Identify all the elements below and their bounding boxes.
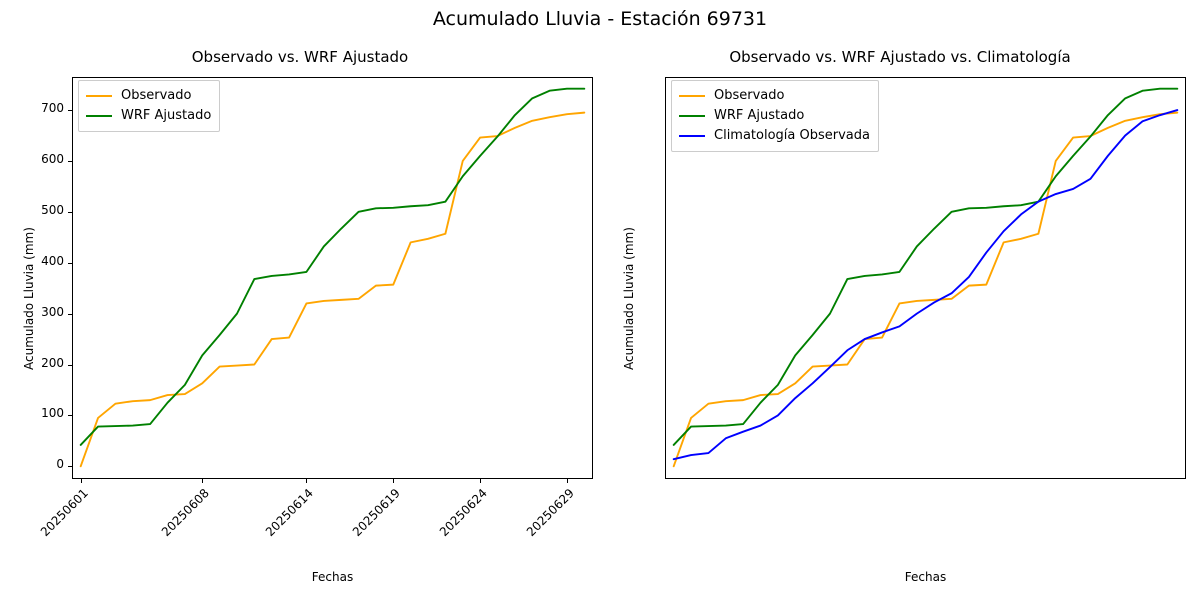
y-tick-mark [68, 161, 72, 162]
panel-left-legend[interactable]: Observado WRF Ajustado [78, 80, 221, 132]
x-tick-mark [306, 479, 307, 483]
panel-left-plot-area [72, 77, 593, 479]
y-tick-label: 300 [41, 304, 64, 319]
series-line-wrf-ajustado [79, 87, 586, 446]
x-tick-mark [567, 479, 568, 483]
y-tick-mark [68, 110, 72, 111]
panel-right-series-layer [672, 87, 1179, 468]
legend-item[interactable]: WRF Ajustado [679, 106, 870, 126]
legend-item[interactable]: WRF Ajustado [86, 106, 211, 126]
panel-left: Observado vs. WRF Ajustado Acumulado Llu… [22, 48, 593, 584]
panel-right-title: Observado vs. WRF Ajustado vs. Climatolo… [729, 48, 1071, 66]
series-line-wrf-ajustado [672, 87, 1179, 446]
y-tick-label: 0 [56, 457, 64, 472]
legend-line-swatch-icon [679, 95, 705, 97]
panel-right-legend[interactable]: Observado WRF Ajustado Climatología Observ… [671, 80, 879, 152]
legend-item[interactable]: Observado [86, 86, 211, 106]
legend-line-swatch-icon [679, 135, 705, 137]
legend-label: WRF Ajustado [121, 108, 212, 123]
y-tick-mark [68, 263, 72, 264]
legend-line-swatch-icon [679, 115, 705, 117]
y-tick-mark [68, 212, 72, 213]
panel-left-series-layer [79, 87, 586, 468]
y-tick-mark [68, 314, 72, 315]
series-line-observado [672, 111, 1179, 468]
y-tick-label: 500 [41, 202, 64, 217]
y-tick-mark [68, 466, 72, 467]
legend-item[interactable]: Climatología Observada [679, 126, 870, 146]
legend-label: Observado [714, 88, 785, 103]
panel-right-plot-area [665, 77, 1186, 479]
figure-title: Acumulado Lluvia - Estación 69731 [432, 8, 768, 30]
legend-label: Observado [121, 88, 192, 103]
y-tick-label: 400 [41, 253, 64, 268]
y-tick-label: 600 [41, 151, 64, 166]
legend-label: WRF Ajustado [714, 108, 805, 123]
x-tick-mark [202, 479, 203, 483]
panel-left-xlabel: Fechas [311, 570, 354, 584]
y-tick-mark [68, 365, 72, 366]
y-tick-label: 700 [41, 101, 64, 116]
series-line-observado [79, 111, 586, 468]
y-tick-mark [68, 415, 72, 416]
panel-right-xlabel: Fechas [904, 570, 947, 584]
legend-label: Climatología Observada [714, 128, 870, 143]
y-tick-label: 100 [41, 406, 64, 421]
x-tick-mark [480, 479, 481, 483]
series-line-climatolog-a-observada [672, 109, 1179, 461]
legend-line-swatch-icon [86, 95, 112, 97]
x-tick-mark [393, 479, 394, 483]
legend-item[interactable]: Observado [679, 86, 870, 106]
panel-left-title: Observado vs. WRF Ajustado [191, 48, 409, 66]
y-tick-label: 200 [41, 355, 64, 370]
panel-right: Observado vs. WRF Ajustado vs. Climatolo… [600, 0, 1200, 600]
x-tick-mark [81, 479, 82, 483]
legend-line-swatch-icon [86, 115, 112, 117]
